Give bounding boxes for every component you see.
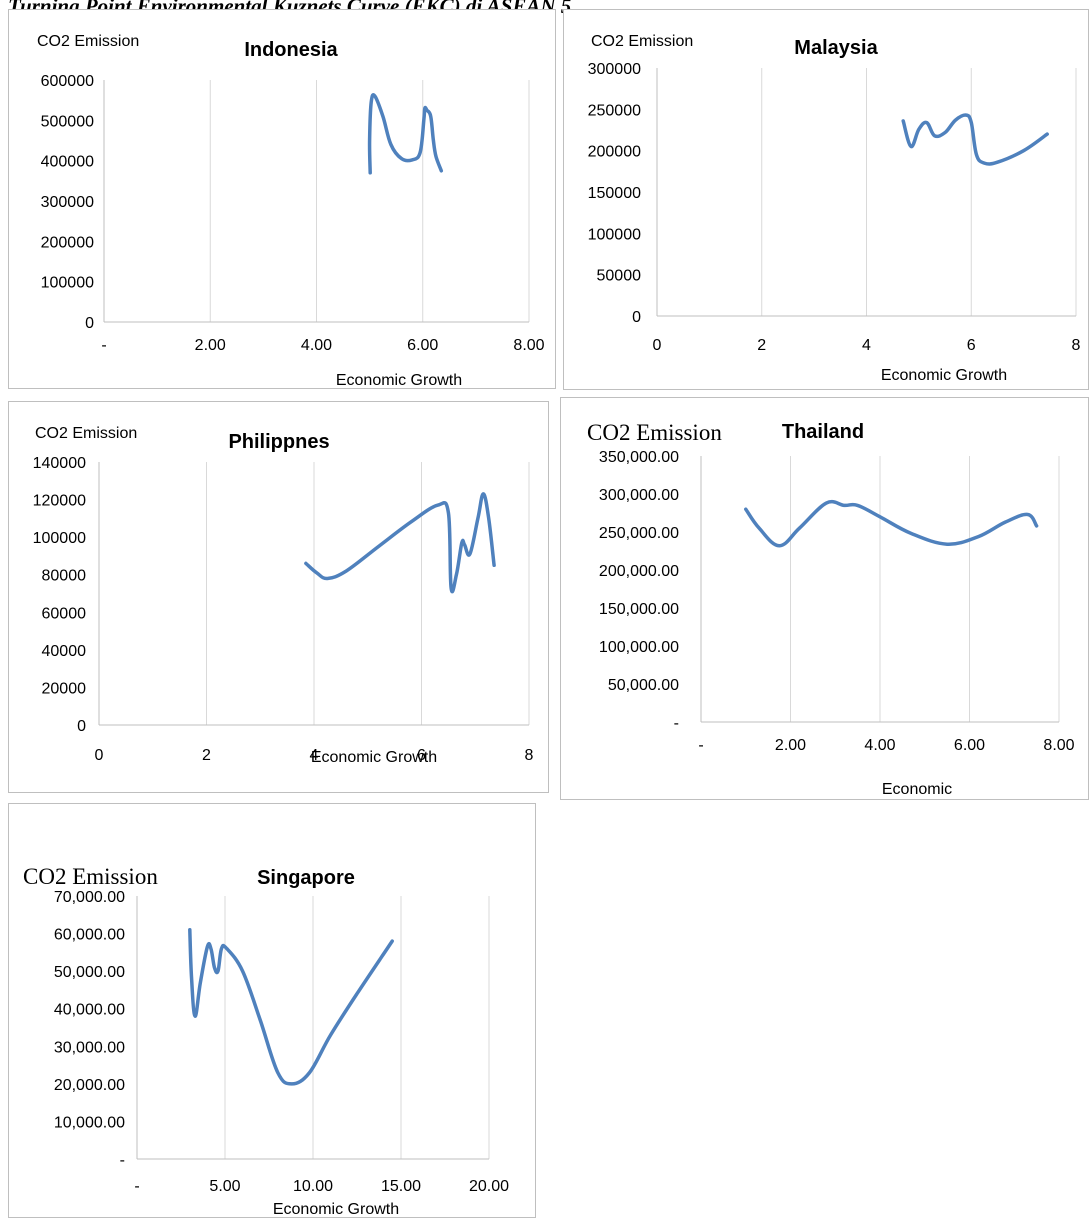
y-tick-label: 120000	[33, 493, 86, 510]
chart-svg-indonesia: 0 100000 200000 300000 400000 500000 600000 - 2.…	[37, 33, 545, 389]
x-tick-label: 0	[95, 747, 104, 764]
y-tick-label: 100,000.00	[599, 639, 679, 656]
x-tick-label: 10.00	[293, 1178, 333, 1195]
y-tick-label: 350,000.00	[599, 449, 679, 466]
y-tick-label: 140000	[33, 455, 86, 472]
x-tick-label: 8	[1072, 337, 1081, 354]
chart-title: Philippnes	[228, 431, 329, 453]
series-line-singapore	[188, 928, 394, 1086]
x-axis-label: Economic	[882, 781, 952, 798]
x-tick-label: 6	[967, 337, 976, 354]
y-axis-label: CO2 Emission	[587, 420, 722, 445]
y-tick-label: 100000	[41, 275, 94, 292]
y-tick-label: 20000	[42, 680, 87, 697]
x-axis-label: Economic Growth	[311, 749, 437, 766]
chart-title: Thailand	[782, 421, 864, 443]
y-tick-label: 0	[85, 315, 94, 332]
y-tick-label: 300000	[41, 194, 94, 211]
chart-panel-philippines: 0 20000 40000 60000 80000 100000 120000 140000 0…	[8, 401, 549, 793]
chart-svg-singapore: - 10,000.00 20,000.00 30,000.00 40,000.00 50,…	[23, 864, 509, 1218]
x-tick-label: 8	[525, 747, 534, 764]
series-line-indonesia	[367, 93, 444, 175]
x-tick-label: 2.00	[775, 737, 806, 754]
chart-panel-singapore: - 10,000.00 20,000.00 30,000.00 40,000.00 50,…	[8, 803, 536, 1218]
y-tick-label: 250,000.00	[599, 525, 679, 542]
x-tick-label: 4	[862, 337, 871, 354]
x-tick-label: 20.00	[469, 1178, 509, 1195]
x-tick-label: -	[101, 337, 106, 354]
x-tick-label: 2	[202, 747, 211, 764]
y-tick-label: 300000	[588, 61, 641, 78]
chart-panel-thailand: - 50,000.00 100,000.00 150,000.00 200,000.00…	[560, 397, 1089, 800]
x-axis-label: Economic Growth	[273, 1201, 399, 1218]
y-tick-label: 60,000.00	[54, 927, 125, 944]
chart-title: Singapore	[257, 867, 355, 889]
x-tick-label: 6.00	[407, 337, 438, 354]
y-tick-label: -	[120, 1152, 125, 1169]
y-tick-label: 40,000.00	[54, 1002, 125, 1019]
x-tick-label: 4.00	[864, 737, 895, 754]
y-tick-label: 300,000.00	[599, 487, 679, 504]
x-tick-label: 2	[757, 337, 766, 354]
chart-title: Indonesia	[244, 39, 338, 61]
y-tick-label: 250000	[588, 102, 641, 119]
y-tick-label: 150000	[588, 185, 641, 202]
series-line-philippines	[304, 492, 496, 594]
chart-panel-malaysia: 0 50000 100000 150000 200000 250000 300000 0 2 4 6…	[563, 9, 1089, 390]
y-axis-label: CO2 Emission	[35, 425, 137, 442]
y-axis-label: CO2 Emission	[37, 33, 139, 50]
series-line-thailand	[744, 499, 1039, 548]
x-tick-label: 8.00	[1043, 737, 1074, 754]
y-tick-label: 70,000.00	[54, 889, 125, 906]
x-axis-label: Economic Growth	[881, 367, 1007, 384]
x-tick-label: 2.00	[195, 337, 226, 354]
y-tick-label: 60000	[42, 605, 87, 622]
y-axis-label: CO2 Emission	[23, 864, 158, 889]
y-tick-label: 0	[77, 718, 86, 735]
x-tick-label: 0	[653, 337, 662, 354]
chart-svg-thailand: - 50,000.00 100,000.00 150,000.00 200,000.00…	[587, 420, 1075, 798]
chart-title: Malaysia	[794, 37, 878, 59]
y-tick-label: 150,000.00	[599, 601, 679, 618]
y-tick-label: 10,000.00	[54, 1114, 125, 1131]
x-axis-label: Economic Growth	[336, 372, 462, 389]
chart-svg-malaysia: 0 50000 100000 150000 200000 250000 300000 0 2 4 6…	[588, 33, 1081, 384]
x-tick-label: 4	[310, 747, 319, 764]
y-tick-label: 400000	[41, 154, 94, 171]
y-tick-label: 30,000.00	[54, 1039, 125, 1056]
chart-panel-indonesia: 0 100000 200000 300000 400000 500000 600000 - 2.…	[8, 9, 556, 389]
y-tick-label: 50,000.00	[608, 677, 679, 694]
chart-svg-philippines: 0 20000 40000 60000 80000 100000 120000 140000 0…	[33, 425, 534, 766]
y-tick-label: 200,000.00	[599, 563, 679, 580]
y-tick-label: 200000	[588, 144, 641, 161]
y-tick-label: -	[674, 715, 679, 732]
y-tick-label: 100000	[33, 530, 86, 547]
y-tick-label: 100000	[588, 226, 641, 243]
y-tick-label: 600000	[41, 73, 94, 90]
y-tick-label: 80000	[42, 568, 87, 585]
x-tick-label: 6.00	[954, 737, 985, 754]
x-tick-label: 8.00	[513, 337, 544, 354]
x-tick-label: 6	[417, 747, 426, 764]
x-tick-label: -	[698, 737, 703, 754]
x-tick-label: 15.00	[381, 1178, 421, 1195]
y-tick-label: 40000	[42, 643, 87, 660]
y-tick-label: 500000	[41, 113, 94, 130]
x-tick-label: -	[134, 1178, 139, 1195]
y-tick-label: 0	[632, 309, 641, 326]
y-tick-label: 50,000.00	[54, 964, 125, 981]
y-axis-label: CO2 Emission	[591, 33, 693, 50]
y-tick-label: 50000	[597, 268, 642, 285]
y-tick-label: 200000	[41, 234, 94, 251]
series-line-malaysia	[901, 113, 1049, 166]
x-tick-label: 5.00	[209, 1178, 240, 1195]
x-tick-label: 4.00	[301, 337, 332, 354]
y-tick-label: 20,000.00	[54, 1077, 125, 1094]
